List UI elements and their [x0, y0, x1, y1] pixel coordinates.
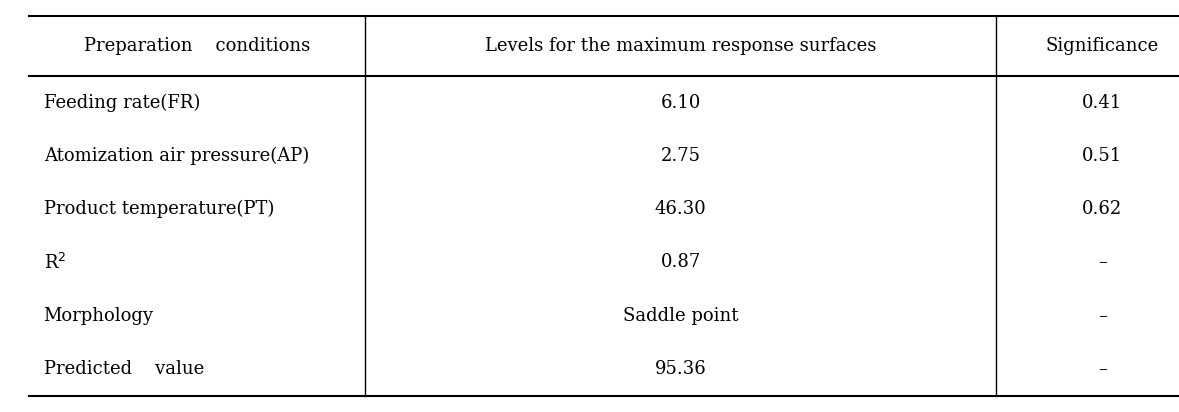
Text: 6.10: 6.10	[660, 94, 702, 112]
Text: 95.36: 95.36	[656, 360, 706, 378]
Text: 46.30: 46.30	[656, 200, 706, 218]
Text: Morphology: Morphology	[44, 307, 153, 325]
Text: Product temperature(PT): Product temperature(PT)	[44, 200, 274, 218]
Text: Levels for the maximum response surfaces: Levels for the maximum response surfaces	[486, 37, 876, 55]
Text: Significance: Significance	[1046, 37, 1159, 55]
Text: 0.41: 0.41	[1082, 94, 1122, 112]
Text: Saddle point: Saddle point	[624, 307, 738, 325]
Text: Predicted    value: Predicted value	[44, 360, 204, 378]
Text: 2.75: 2.75	[661, 147, 700, 165]
Text: –: –	[1098, 360, 1107, 378]
Text: Atomization air pressure(AP): Atomization air pressure(AP)	[44, 147, 309, 165]
Text: Feeding rate(FR): Feeding rate(FR)	[44, 94, 200, 112]
Text: 0.87: 0.87	[660, 253, 702, 272]
Text: –: –	[1098, 307, 1107, 325]
Text: Preparation    conditions: Preparation conditions	[85, 37, 310, 55]
Text: R$^2$: R$^2$	[44, 253, 66, 272]
Text: 0.62: 0.62	[1082, 200, 1122, 218]
Text: –: –	[1098, 253, 1107, 272]
Text: 0.51: 0.51	[1082, 147, 1122, 165]
